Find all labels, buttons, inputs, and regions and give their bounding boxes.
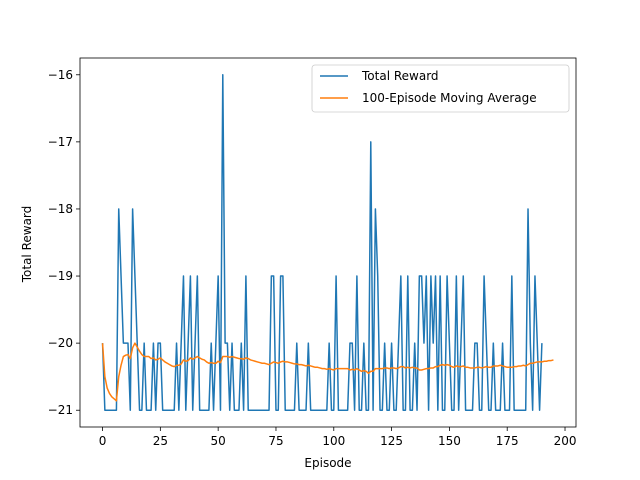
x-tick-label: 125	[380, 434, 403, 448]
x-axis-label: Episode	[304, 456, 351, 470]
y-tick-label: −17	[48, 135, 73, 149]
y-axis-label: Total Reward	[20, 206, 34, 284]
y-tick-label: −19	[48, 269, 73, 283]
x-tick-label: 100	[322, 434, 345, 448]
x-tick-label: 175	[496, 434, 519, 448]
legend-box	[311, 64, 570, 113]
axes: 0 25 50 75 100 125 150 175 200 −21 −20 −19 −18 −17 −16	[48, 57, 577, 448]
y-tick-label: −20	[48, 336, 73, 350]
x-tick-label: 75	[268, 434, 283, 448]
y-tick-label: −16	[48, 68, 73, 82]
y-tick-label: −18	[48, 202, 73, 216]
x-tick-label: 0	[99, 434, 107, 448]
x-tick-label: 25	[153, 434, 168, 448]
axes-frame	[79, 57, 577, 428]
series-line-moving-average	[101, 342, 554, 402]
plot-area	[101, 74, 554, 411]
x-tick-label: 50	[211, 434, 226, 448]
legend: Total Reward 100-Episode Moving Average	[311, 64, 570, 113]
legend-entry: Total Reward	[361, 69, 439, 83]
legend-entry: 100-Episode Moving Average	[362, 91, 537, 105]
x-tick-label: 200	[554, 434, 577, 448]
x-tick-label: 150	[438, 434, 461, 448]
y-tick-label: −21	[48, 403, 73, 417]
